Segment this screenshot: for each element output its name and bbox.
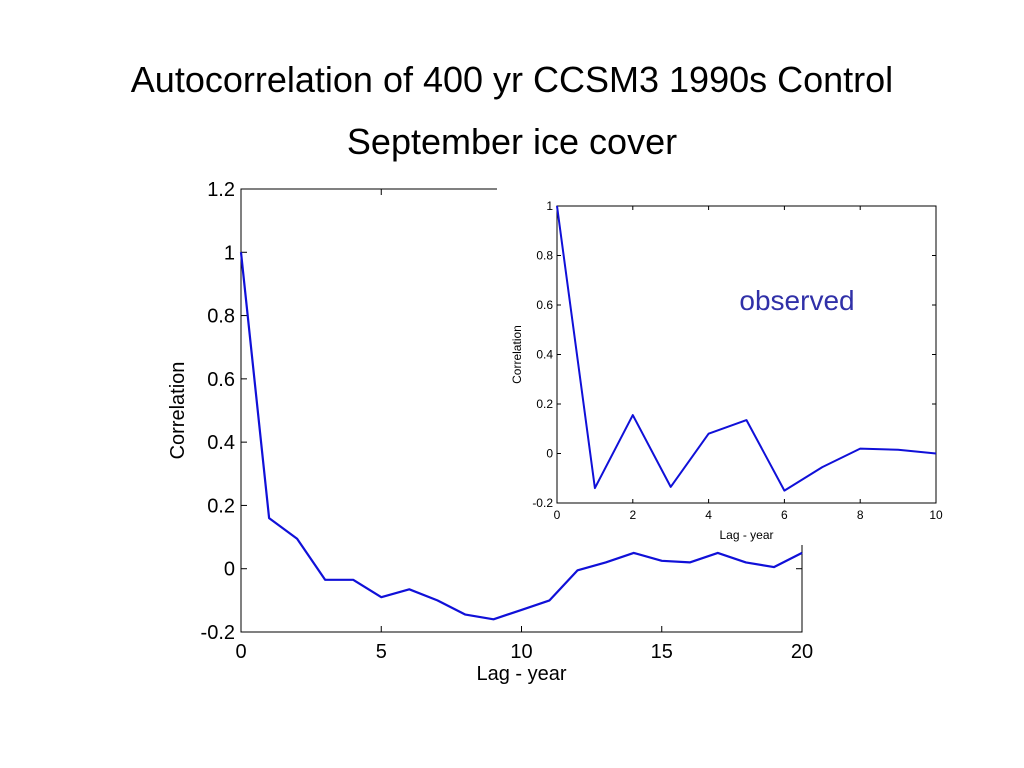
inset-y-tick-label: 0.4: [536, 348, 553, 362]
inset-y-tick-label: 0.2: [536, 397, 553, 411]
inset-y-tick-label: -0.2: [532, 496, 553, 510]
slide-title-line-2: September ice cover: [346, 121, 678, 162]
main-x-tick-label: 10: [510, 641, 532, 663]
inset-ticks: 0 2 4 6 8 10-0.200.20.40.60.81: [532, 199, 943, 522]
main-y-axis-label: Correlation: [167, 362, 189, 460]
main-x-tick-label: 5: [376, 641, 387, 663]
inset-y-tick-label: 1: [546, 199, 553, 213]
inset-x-tick-label: 4: [705, 508, 712, 522]
inset-series-line: [556, 205, 937, 492]
main-series-line: [239, 252, 803, 621]
inset-series: [556, 205, 937, 492]
main-x-tick-label: 0: [235, 641, 246, 663]
inset-x-axis-label: Lag - year: [719, 528, 773, 542]
main-y-tick-label: 0.8: [207, 306, 235, 328]
inset-x-tick-label: 8: [857, 508, 864, 522]
main-y-tick-label: 0.2: [207, 495, 235, 517]
main-y-tick-label: 0: [224, 559, 235, 581]
inset-x-tick-label: 0: [554, 508, 561, 522]
slide-title-line-1: Autocorrelation of 400 yr CCSM3 1990s Co…: [130, 59, 894, 100]
inset-y-tick-label: 0.8: [536, 249, 553, 263]
inset-x-tick-label: 6: [781, 508, 788, 522]
main-x-tick-label: 20: [791, 641, 813, 663]
inset-y-axis-label: Correlation: [510, 325, 524, 384]
inset-background: [497, 186, 956, 545]
main-y-tick-label: 0.4: [207, 432, 235, 454]
main-y-tick-label: 1.2: [207, 179, 235, 201]
main-series: [239, 252, 803, 621]
inset-y-tick-label: 0: [546, 447, 553, 461]
main-y-tick-label: -0.2: [201, 622, 235, 644]
main-ticks: 0 5 10 15 20-0.200.20.40.60.811.2: [201, 179, 814, 663]
observed-annotation: observed: [739, 285, 854, 316]
inset-x-tick-label: 10: [929, 508, 943, 522]
main-y-tick-label: 1: [224, 242, 235, 264]
inset-y-tick-label: 0.6: [536, 298, 553, 312]
main-x-axis-label: Lag - year: [476, 663, 566, 685]
main-x-tick-label: 15: [651, 641, 673, 663]
main-y-tick-label: 0.6: [207, 369, 235, 391]
inset-x-tick-label: 2: [629, 508, 636, 522]
